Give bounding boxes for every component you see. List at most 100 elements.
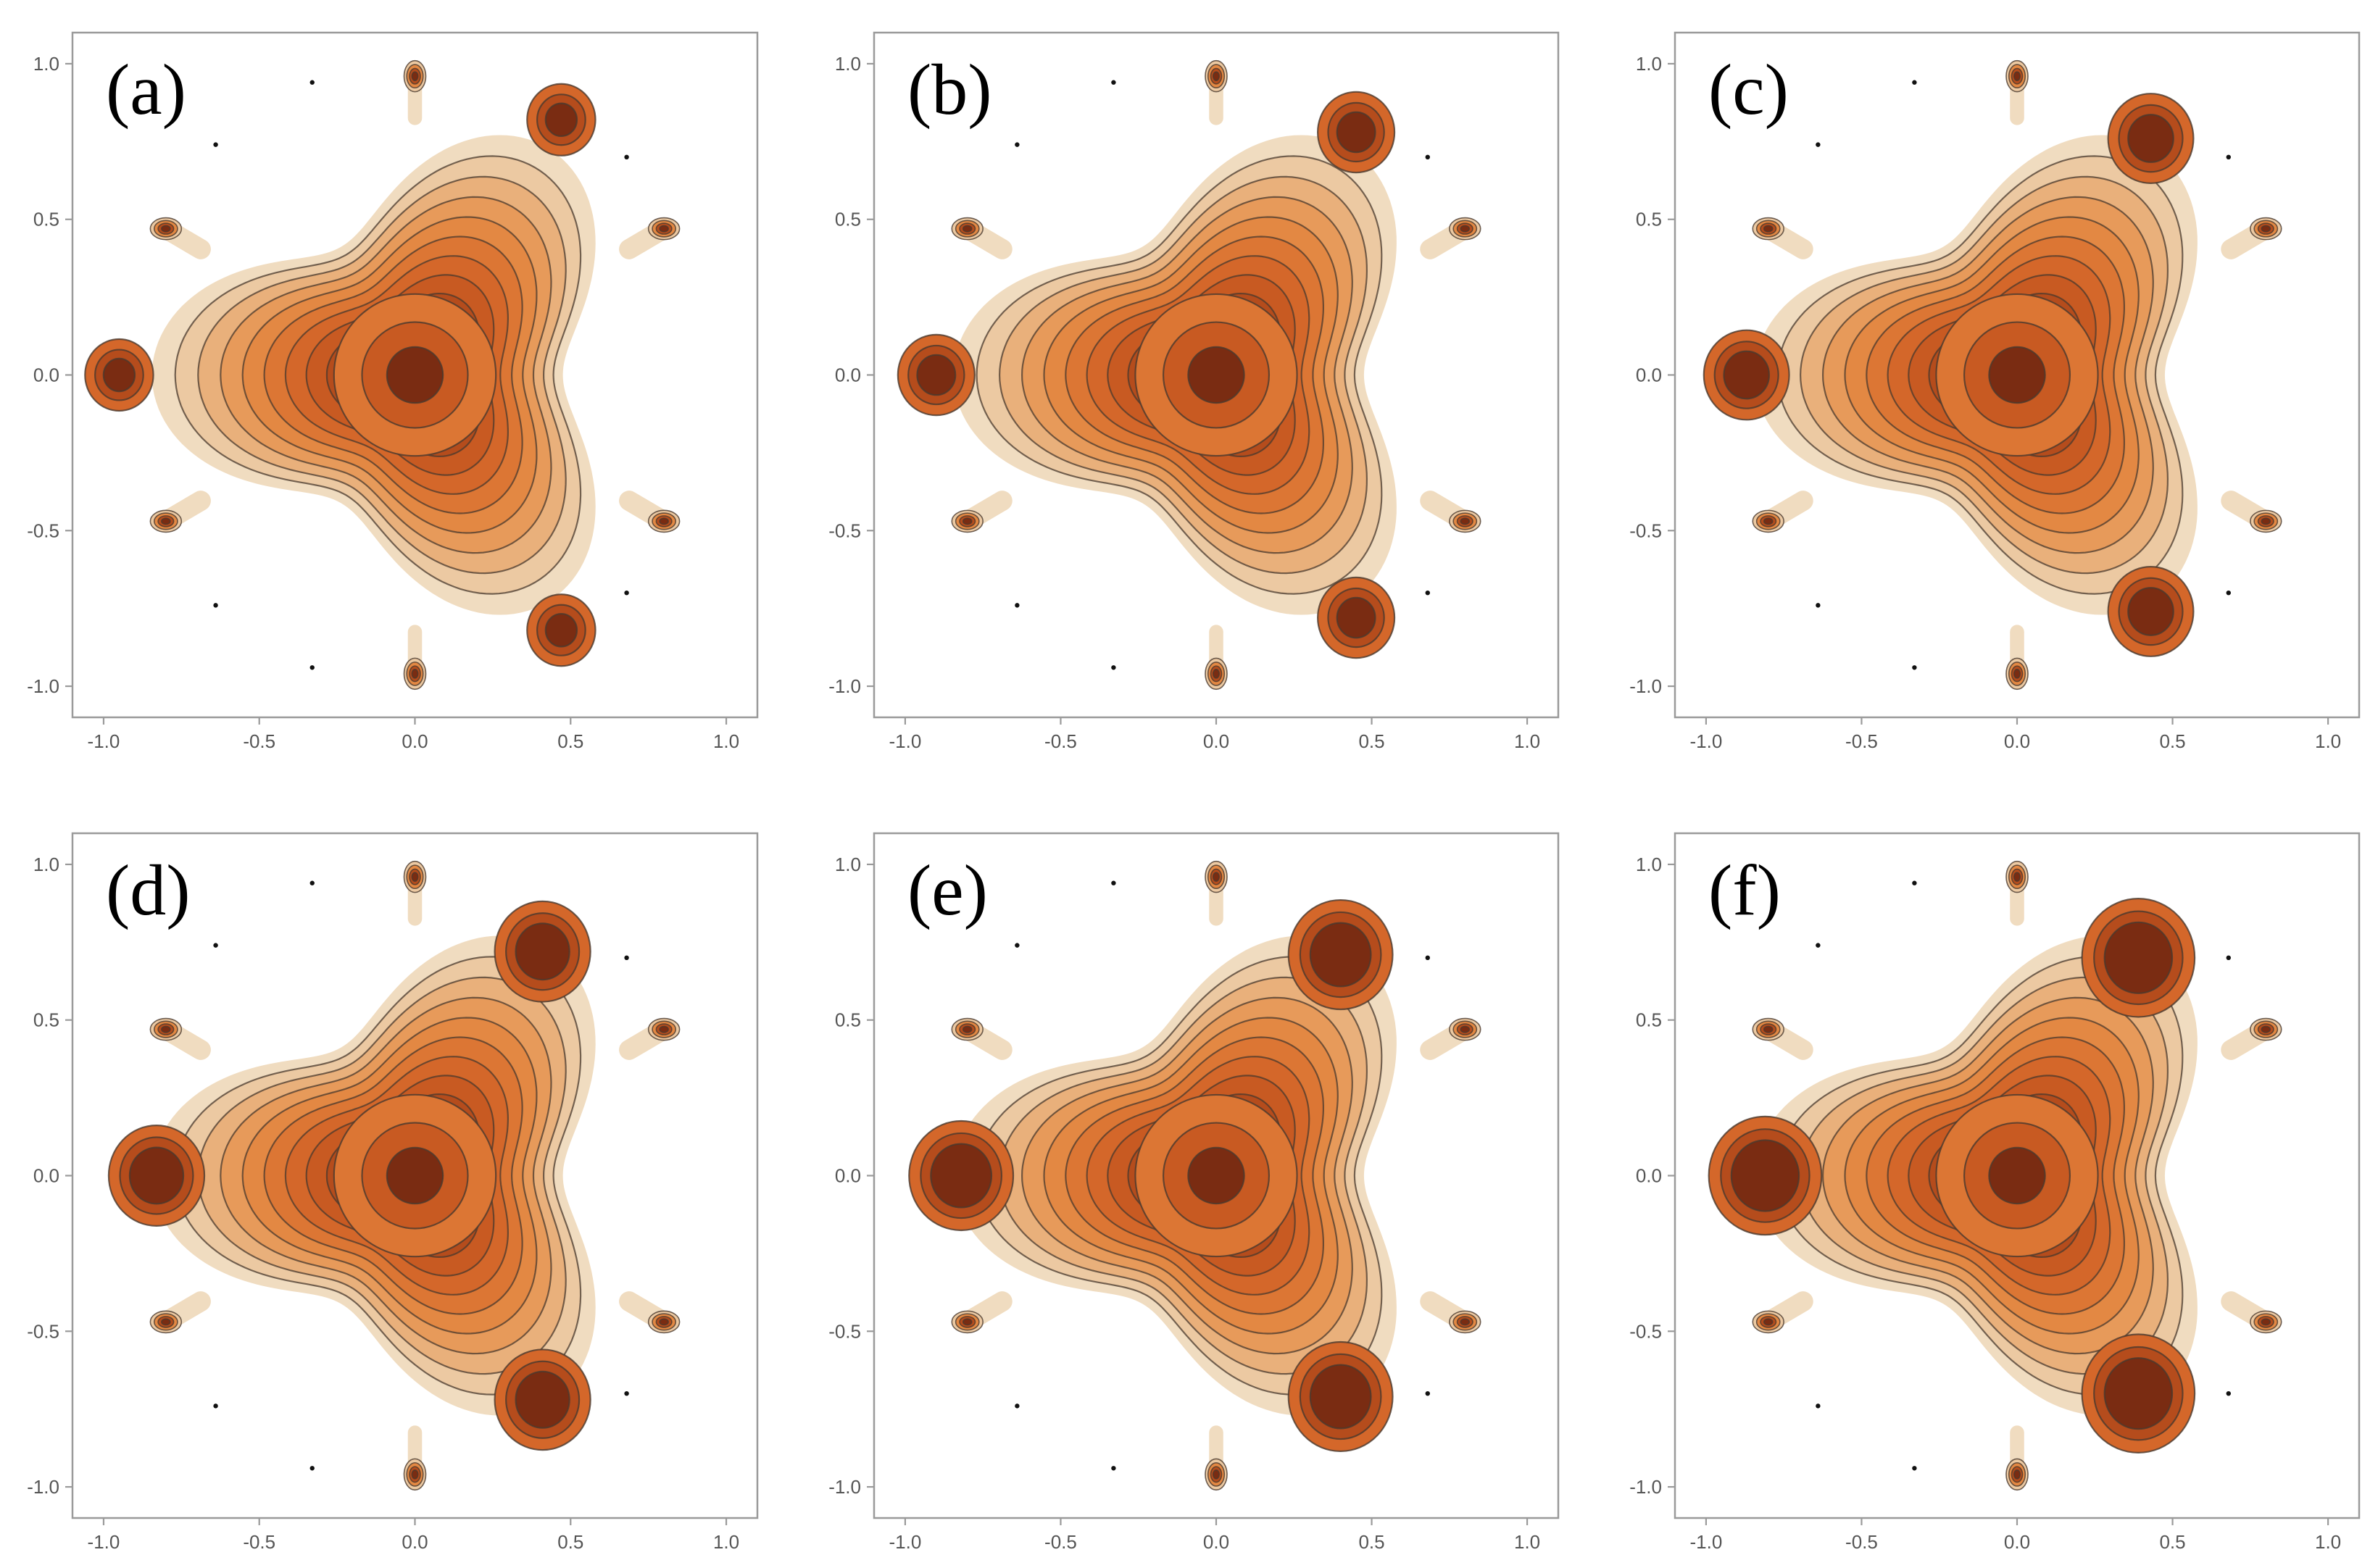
point-dot-1 — [1015, 142, 1020, 147]
panel-label: (d) — [106, 850, 191, 930]
y-tick-label: 0.0 — [33, 364, 59, 386]
lobe-peak-2-contour-2 — [1336, 596, 1376, 639]
panel-f: -1.0 -0.5 0.0 0.5 1.0 1.0 0.5 0.0 -0.5 -1.0 (f) — [1629, 832, 2361, 1553]
point-dot-1 — [213, 142, 218, 147]
lobe-peak-2-contour-2 — [2127, 587, 2174, 636]
point-dot-1 — [1015, 943, 1020, 948]
y-tick-label: -0.5 — [828, 520, 861, 541]
point-dot-1 — [1816, 943, 1821, 948]
point-dot-4 — [1425, 154, 1430, 160]
lobe-peak-1-contour-2 — [1336, 111, 1376, 154]
satellite-0-contour-3 — [411, 71, 419, 81]
satellite-0-contour-3 — [2013, 71, 2021, 81]
satellite-5-contour-3 — [659, 517, 669, 525]
y-tick-label: 1.0 — [33, 854, 59, 875]
x-tick-label: -0.5 — [1044, 730, 1077, 752]
lobe-peak-0-contour-2 — [1730, 1139, 1800, 1212]
point-dot-1 — [1816, 142, 1821, 147]
y-tick-label: 0.0 — [33, 1165, 59, 1187]
x-tick-label: 0.5 — [557, 730, 583, 752]
plot-area — [107, 860, 681, 1491]
plot-area — [1708, 860, 2282, 1491]
panel-label: (a) — [106, 49, 186, 130]
x-tick-label: -1.0 — [889, 1531, 922, 1553]
x-tick-label: -1.0 — [88, 730, 120, 752]
y-tick-label: -0.5 — [828, 1320, 861, 1342]
point-dot-0 — [309, 80, 315, 85]
y-tick-label: 1.0 — [1636, 53, 1662, 75]
center-peak-contour-2 — [386, 346, 444, 404]
satellite-0-contour-3 — [2013, 872, 2021, 882]
x-tick-label: 0.0 — [402, 730, 428, 752]
x-tick-label: 0.0 — [1203, 730, 1229, 752]
satellite-0-contour-3 — [1212, 872, 1221, 882]
x-tick-label: 0.0 — [2004, 1531, 2030, 1553]
y-tick-label: 0.0 — [1636, 1165, 1662, 1187]
x-tick-label: 1.0 — [713, 1531, 739, 1553]
point-dot-5 — [2226, 1390, 2231, 1396]
point-dot-4 — [2226, 955, 2231, 961]
y-tick-label: -1.0 — [27, 1476, 59, 1498]
lobe-peak-1-contour-2 — [2103, 921, 2174, 994]
y-tick-label: 0.5 — [33, 209, 59, 230]
x-tick-label: 0.0 — [1203, 1531, 1229, 1553]
satellite-1-contour-3 — [1212, 1469, 1221, 1480]
panel-label: (f) — [1708, 850, 1781, 930]
point-dot-0 — [1111, 80, 1116, 85]
plot-area — [1703, 59, 2282, 691]
satellite-4-contour-3 — [659, 225, 669, 233]
x-tick-label: -1.0 — [88, 1531, 120, 1553]
satellite-4-contour-3 — [2261, 225, 2271, 233]
lobe-peak-0-contour-2 — [102, 357, 136, 393]
y-tick-label: 1.0 — [33, 53, 59, 75]
point-dot-3 — [1912, 1466, 1917, 1471]
point-dot-2 — [213, 603, 218, 608]
y-tick-label: 0.5 — [1636, 209, 1662, 230]
y-tick-label: -0.5 — [27, 1320, 59, 1342]
y-tick-label: 0.5 — [835, 209, 861, 230]
y-tick-label: 0.0 — [835, 364, 861, 386]
satellite-5-contour-3 — [659, 1318, 669, 1326]
point-dot-5 — [2226, 590, 2231, 596]
point-dot-3 — [1111, 665, 1116, 670]
satellite-2-contour-3 — [161, 225, 171, 233]
lobe-peak-1-contour-2 — [544, 102, 578, 138]
panel-c: -1.0 -0.5 0.0 0.5 1.0 1.0 0.5 0.0 -0.5 -1.0 (c) — [1629, 31, 2361, 752]
lobe-peak-2-contour-2 — [544, 612, 578, 648]
point-dot-0 — [1912, 80, 1917, 85]
satellite-3-contour-3 — [161, 1318, 171, 1326]
satellite-4-contour-3 — [2261, 1025, 2271, 1033]
satellite-2-contour-3 — [962, 1025, 973, 1033]
satellite-0-contour-3 — [1212, 71, 1221, 81]
satellite-1-contour-3 — [1212, 669, 1221, 679]
plot-area — [908, 860, 1481, 1491]
satellite-3-contour-3 — [962, 517, 973, 525]
x-tick-label: 0.0 — [402, 1531, 428, 1553]
y-tick-label: -1.0 — [1629, 1476, 1662, 1498]
y-tick-label: -1.0 — [1629, 675, 1662, 697]
x-tick-label: -0.5 — [1044, 1531, 1077, 1553]
y-tick-label: 1.0 — [1636, 854, 1662, 875]
x-tick-label: -1.0 — [1690, 730, 1723, 752]
point-dot-2 — [213, 1404, 218, 1409]
lobe-peak-1-contour-2 — [2127, 114, 2174, 163]
lobe-peak-1-contour-2 — [1309, 922, 1372, 988]
panel-label: (e) — [907, 850, 988, 930]
x-tick-label: -0.5 — [1845, 730, 1878, 752]
point-dot-5 — [624, 590, 629, 596]
y-tick-label: 0.5 — [835, 1009, 861, 1031]
x-tick-label: -0.5 — [243, 1531, 275, 1553]
satellite-5-contour-3 — [1460, 1318, 1471, 1326]
x-tick-label: -0.5 — [243, 730, 275, 752]
panel-b: -1.0 -0.5 0.0 0.5 1.0 1.0 0.5 0.0 -0.5 -1.0 (b) — [828, 31, 1560, 752]
panel-d: -1.0 -0.5 0.0 0.5 1.0 1.0 0.5 0.0 -0.5 -1.0 (d) — [27, 832, 759, 1553]
point-dot-2 — [1015, 1404, 1020, 1409]
center-peak-contour-2 — [1988, 346, 2046, 404]
point-dot-0 — [1111, 880, 1116, 885]
y-tick-label: -0.5 — [1629, 520, 1662, 541]
x-tick-label: 1.0 — [1514, 1531, 1540, 1553]
x-tick-label: -0.5 — [1845, 1531, 1878, 1553]
satellite-4-contour-3 — [1460, 225, 1471, 233]
x-tick-label: 1.0 — [2315, 730, 2341, 752]
x-tick-label: 1.0 — [713, 730, 739, 752]
